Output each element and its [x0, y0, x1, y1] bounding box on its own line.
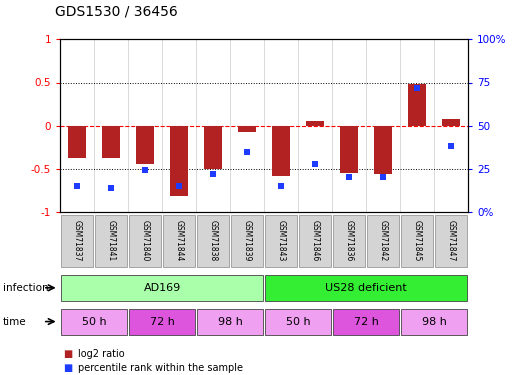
Text: GDS1530 / 36456: GDS1530 / 36456 [55, 5, 178, 19]
Bar [299, 215, 331, 267]
Text: infection: infection [3, 283, 48, 293]
Bar [95, 215, 127, 267]
Text: 72 h: 72 h [150, 316, 175, 327]
Text: GSM71839: GSM71839 [243, 220, 252, 262]
Bar [231, 215, 263, 267]
Text: 98 h: 98 h [422, 316, 447, 327]
Text: ■: ■ [63, 350, 72, 359]
Bar [61, 309, 128, 334]
Bar [61, 275, 264, 301]
Text: GSM71845: GSM71845 [413, 220, 422, 262]
Bar [170, 126, 188, 196]
Bar [340, 126, 358, 173]
Bar [435, 215, 467, 267]
Text: GSM71844: GSM71844 [175, 220, 184, 262]
Bar [265, 309, 332, 334]
Bar [61, 215, 93, 267]
Text: 50 h: 50 h [286, 316, 311, 327]
Bar [374, 126, 392, 174]
Text: US28 deficient: US28 deficient [325, 283, 407, 293]
Text: ■: ■ [63, 363, 72, 373]
Bar [102, 126, 120, 158]
Bar [163, 215, 195, 267]
Text: time: time [3, 316, 26, 327]
Text: 72 h: 72 h [354, 316, 379, 327]
Text: GSM71847: GSM71847 [447, 220, 456, 262]
Bar [401, 309, 468, 334]
Bar [367, 215, 399, 267]
Bar [442, 119, 460, 126]
Text: GSM71838: GSM71838 [209, 220, 218, 262]
Bar [68, 126, 86, 158]
Bar [197, 215, 229, 267]
Text: GSM71846: GSM71846 [311, 220, 320, 262]
Text: 98 h: 98 h [218, 316, 243, 327]
Bar [129, 309, 196, 334]
Text: log2 ratio: log2 ratio [78, 350, 125, 359]
Bar [265, 275, 468, 301]
Text: 50 h: 50 h [82, 316, 107, 327]
Text: GSM71840: GSM71840 [141, 220, 150, 262]
Bar [136, 126, 154, 164]
Bar [129, 215, 161, 267]
Text: GSM71837: GSM71837 [73, 220, 82, 262]
Bar [333, 309, 400, 334]
Bar [238, 126, 256, 132]
Bar [272, 126, 290, 176]
Text: AD169: AD169 [143, 283, 181, 293]
Text: percentile rank within the sample: percentile rank within the sample [78, 363, 243, 373]
Bar [197, 309, 264, 334]
Bar [204, 126, 222, 169]
Text: GSM71841: GSM71841 [107, 220, 116, 262]
Bar [265, 215, 297, 267]
Text: GSM71843: GSM71843 [277, 220, 286, 262]
Bar [408, 84, 426, 126]
Text: GSM71836: GSM71836 [345, 220, 354, 262]
Bar [401, 215, 433, 267]
Bar [306, 122, 324, 126]
Text: GSM71842: GSM71842 [379, 220, 388, 262]
Bar [333, 215, 365, 267]
